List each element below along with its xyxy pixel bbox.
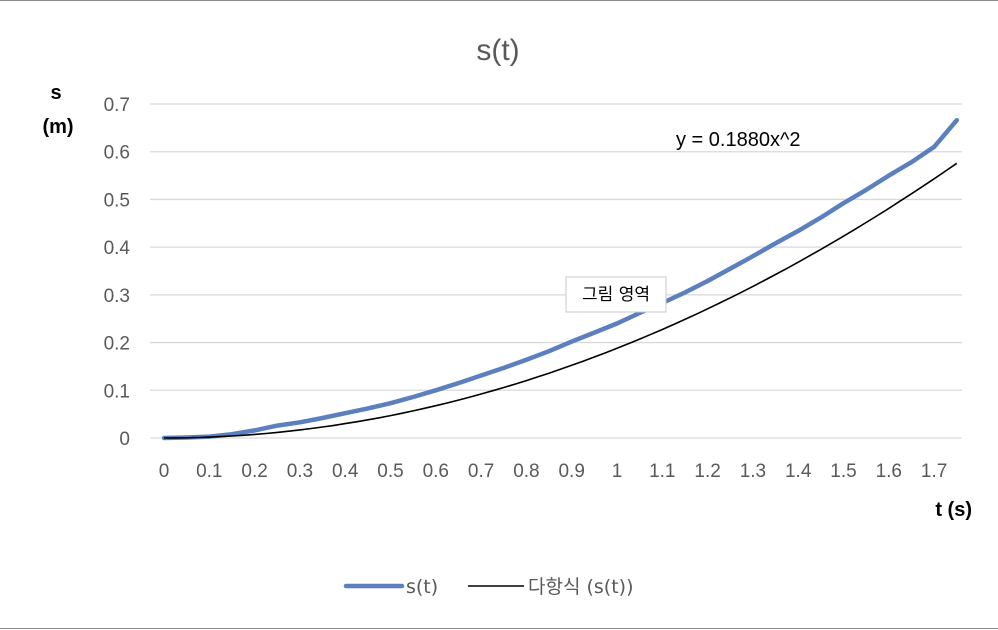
- tooltip-label: 그림 영역: [582, 285, 650, 305]
- y-tick-label: 0.1: [104, 381, 130, 402]
- x-tick-label: 0.4: [332, 461, 359, 482]
- x-tick-label: 1.3: [740, 461, 766, 482]
- legend-label-trendline: 다항식 (s(t)): [528, 576, 633, 598]
- series-layer: [161, 117, 960, 441]
- x-tick-label: 0.5: [377, 461, 403, 482]
- x-tick-label: 1.4: [785, 461, 812, 482]
- tooltip-box: [565, 276, 667, 313]
- x-tick-label: 0.9: [558, 461, 584, 482]
- y-tick-label: 0: [119, 429, 130, 450]
- y-tick-label: 0.6: [104, 143, 130, 164]
- x-tick-label: 0: [159, 461, 170, 482]
- gridlines: [150, 103, 962, 439]
- x-tick-label: 1.1: [649, 461, 675, 482]
- x-tick-label: 0.3: [287, 461, 313, 482]
- y-axis-label-line2: (m): [42, 116, 73, 138]
- y-axis-label-line1: s: [50, 82, 61, 104]
- x-tick-label: 0.2: [241, 461, 267, 482]
- legend-label-series: s(t): [406, 576, 438, 598]
- trendline-equation: y = 0.1880x^2: [676, 129, 800, 151]
- x-tick-label: 0.7: [468, 461, 494, 482]
- y-tick-label: 0.3: [104, 286, 130, 307]
- x-tick-label: 1.2: [694, 461, 720, 482]
- y-tick-label: 0.5: [104, 190, 130, 211]
- y-tick-label: 0.4: [104, 238, 131, 259]
- y-tick-label: 0.2: [104, 334, 130, 355]
- legend[interactable]: s(t) 다항식 (s(t)): [343, 576, 633, 598]
- x-tick-label: 1.5: [830, 461, 856, 482]
- trendline: [163, 162, 958, 439]
- x-tick-label: 0.6: [423, 461, 449, 482]
- y-axis-ticks: 0 0.1 0.2 0.3 0.4 0.5 0.6 0.7: [104, 95, 131, 450]
- series-line-0: [161, 117, 960, 441]
- x-tick-label: 1: [612, 461, 623, 482]
- x-tick-label: 0.1: [196, 461, 222, 482]
- x-tick-label: 1.7: [921, 461, 947, 482]
- x-tick-label: 0.8: [513, 461, 539, 482]
- y-tick-label: 0.7: [104, 95, 130, 116]
- x-axis-ticks: 0 0.1 0.2 0.3 0.4 0.5 0.6 0.7 0.8 0.9 1 1.1 1.2 1.3 1.…: [159, 461, 948, 482]
- plot-area-tooltip: 그림 영역: [565, 276, 667, 313]
- x-tick-label: 1.6: [876, 461, 902, 482]
- x-axis-label: t (s): [935, 499, 972, 521]
- chart-title: s(t): [476, 34, 519, 67]
